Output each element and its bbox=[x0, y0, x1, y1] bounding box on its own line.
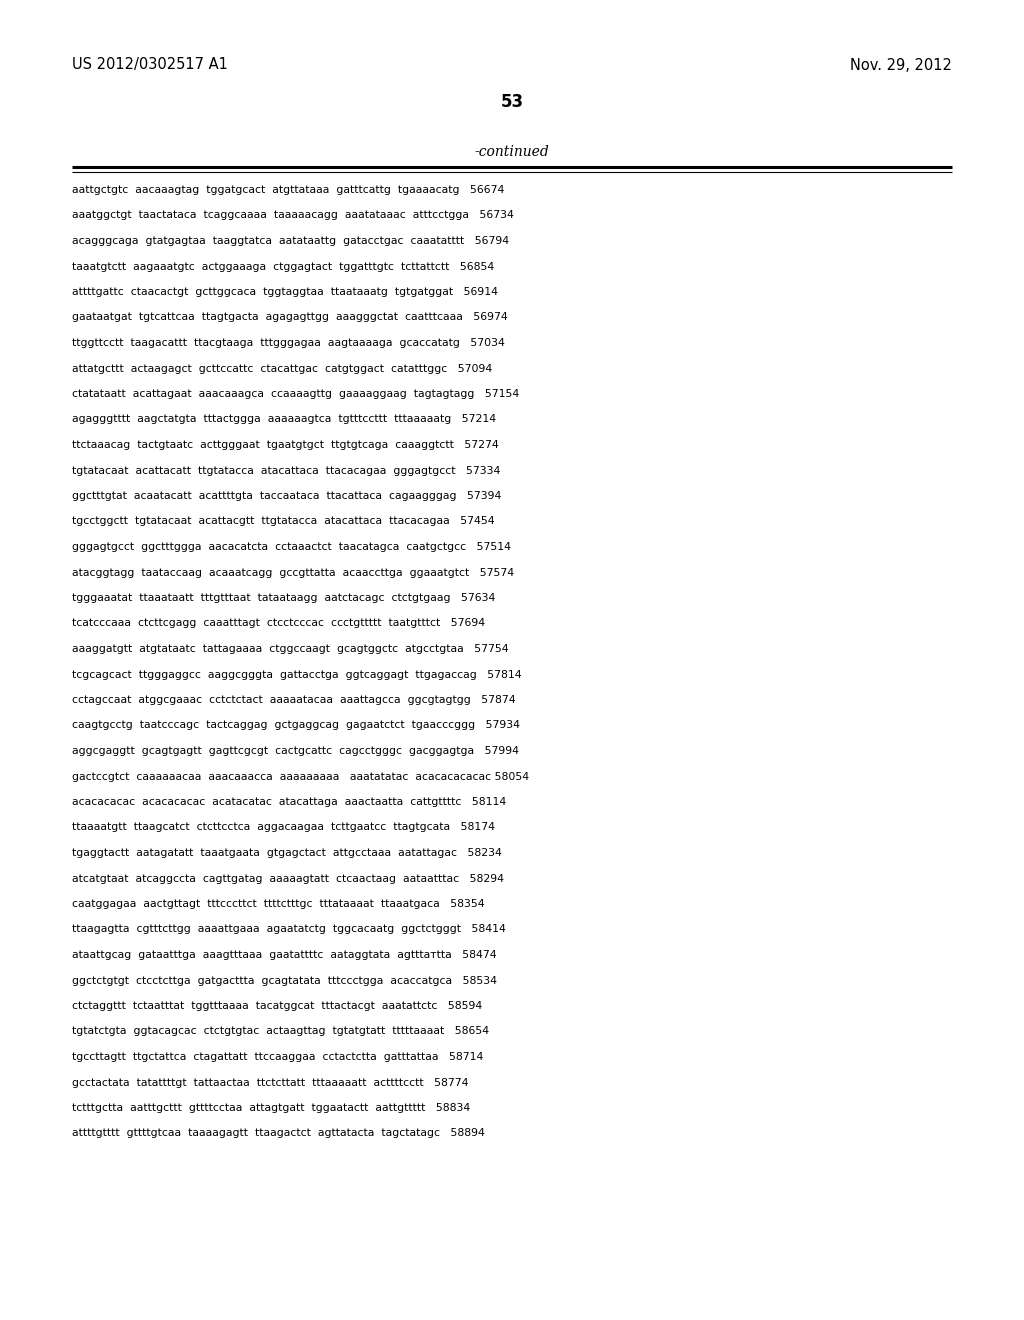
Text: gaataatgat  tgtcattcaa  ttagtgacta  agagagttgg  aaagggctat  caatttcaaa   56974: gaataatgat tgtcattcaa ttagtgacta agagagt… bbox=[72, 313, 508, 322]
Text: tgcctggctt  tgtatacaat  acattacgtt  ttgtatacca  atacattaca  ttacacagaa   57454: tgcctggctt tgtatacaat acattacgtt ttgtata… bbox=[72, 516, 495, 527]
Text: ctctaggttt  tctaatttat  tggtttaaaa  tacatggcat  tttactacgt  aaatattctc   58594: ctctaggttt tctaatttat tggtttaaaa tacatgg… bbox=[72, 1001, 482, 1011]
Text: Nov. 29, 2012: Nov. 29, 2012 bbox=[850, 58, 952, 73]
Text: ataattgcag  gataatttga  aaagtttaaa  gaatattttc  aataggtata  agtttатtta   58474: ataattgcag gataatttga aaagtttaaa gaatatt… bbox=[72, 950, 497, 960]
Text: ttctaaacag  tactgtaatc  acttgggaat  tgaatgtgct  ttgtgtcaga  caaaggtctt   57274: ttctaaacag tactgtaatc acttgggaat tgaatgt… bbox=[72, 440, 499, 450]
Text: ggctttgtat  acaatacatt  acattttgta  taccaataca  ttacattaca  cagaagggag   57394: ggctttgtat acaatacatt acattttgta taccaat… bbox=[72, 491, 502, 502]
Text: acacacacac  acacacacac  acatacatac  atacattaga  aaactaatta  cattgttttc   58114: acacacacac acacacacac acatacatac atacatt… bbox=[72, 797, 506, 807]
Text: aaatggctgt  taactataca  tcaggcaaaa  taaaaacagg  aaatataaac  atttcctgga   56734: aaatggctgt taactataca tcaggcaaaa taaaaac… bbox=[72, 210, 514, 220]
Text: aggcgaggtt  gcagtgagtt  gagttcgcgt  cactgcattc  cagcctgggc  gacggagtga   57994: aggcgaggtt gcagtgagtt gagttcgcgt cactgca… bbox=[72, 746, 519, 756]
Text: ggctctgtgt  ctcctcttga  gatgacttta  gcagtatata  tttccctgga  acaccatgca   58534: ggctctgtgt ctcctcttga gatgacttta gcagtat… bbox=[72, 975, 497, 986]
Text: gcctactata  tatattttgt  tattaactaa  ttctcttatt  tttaaaaatt  acttttcctt   58774: gcctactata tatattttgt tattaactaa ttctctt… bbox=[72, 1077, 469, 1088]
Text: attttgtttt  gttttgtcaa  taaaagagtt  ttaagactct  agttatacta  tagctatagc   58894: attttgtttt gttttgtcaa taaaagagtt ttaagac… bbox=[72, 1129, 485, 1138]
Text: acagggcaga  gtatgagtaa  taaggtatca  aatataattg  gatacctgac  caaatatttt   56794: acagggcaga gtatgagtaa taaggtatca aatataa… bbox=[72, 236, 509, 246]
Text: ctatataatt  acattagaat  aaacaaagca  ccaaaagttg  gaaaaggaag  tagtagtagg   57154: ctatataatt acattagaat aaacaaagca ccaaaag… bbox=[72, 389, 519, 399]
Text: tgtatacaat  acattacatt  ttgtatacca  atacattaca  ttacacagaa  gggagtgcct   57334: tgtatacaat acattacatt ttgtatacca atacatt… bbox=[72, 466, 501, 475]
Text: atcatgtaat  atcaggccta  cagttgatag  aaaaagtatt  ctcaactaag  aataatttac   58294: atcatgtaat atcaggccta cagttgatag aaaaagt… bbox=[72, 874, 504, 883]
Text: caatggagaa  aactgttagt  tttcccttct  ttttctttgc  tttataaaat  ttaaatgaca   58354: caatggagaa aactgttagt tttcccttct ttttctt… bbox=[72, 899, 484, 909]
Text: attatgcttt  actaagagct  gcttccattc  ctacattgac  catgtggact  catatttggc   57094: attatgcttt actaagagct gcttccattc ctacatt… bbox=[72, 363, 493, 374]
Text: agagggtttt  aagctatgta  tttactggga  aaaaaagtca  tgtttccttt  tttaaaaatg   57214: agagggtttt aagctatgta tttactggga aaaaaag… bbox=[72, 414, 496, 425]
Text: gggagtgcct  ggctttggga  aacacatcta  cctaaactct  taacatagca  caatgctgcc   57514: gggagtgcct ggctttggga aacacatcta cctaaac… bbox=[72, 543, 511, 552]
Text: ttaagagtta  cgtttcttgg  aaaattgaaa  agaatatctg  tggcacaatg  ggctctgggt   58414: ttaagagtta cgtttcttgg aaaattgaaa agaatat… bbox=[72, 924, 506, 935]
Text: tcgcagcact  ttgggaggcc  aaggcgggta  gattacctga  ggtcaggagt  ttgagaccag   57814: tcgcagcact ttgggaggcc aaggcgggta gattacc… bbox=[72, 669, 521, 680]
Text: aattgctgtc  aacaaagtag  tggatgcact  atgttataaa  gatttcattg  tgaaaacatg   56674: aattgctgtc aacaaagtag tggatgcact atgttat… bbox=[72, 185, 505, 195]
Text: attttgattc  ctaacactgt  gcttggcaca  tggtaggtaa  ttaataaatg  tgtgatggat   56914: attttgattc ctaacactgt gcttggcaca tggtagg… bbox=[72, 286, 498, 297]
Text: ttaaaatgtt  ttaagcatct  ctcttcctca  aggacaagaa  tcttgaatcc  ttagtgcata   58174: ttaaaatgtt ttaagcatct ctcttcctca aggacaa… bbox=[72, 822, 495, 833]
Text: aaaggatgtt  atgtataatc  tattagaaaa  ctggccaagt  gcagtggctc  atgcctgtaa   57754: aaaggatgtt atgtataatc tattagaaaa ctggcca… bbox=[72, 644, 509, 653]
Text: tgtatctgta  ggtacagcac  ctctgtgtac  actaagttag  tgtatgtatt  tttttaaaat   58654: tgtatctgta ggtacagcac ctctgtgtac actaagt… bbox=[72, 1027, 489, 1036]
Text: US 2012/0302517 A1: US 2012/0302517 A1 bbox=[72, 58, 228, 73]
Text: ttggttcctt  taagacattt  ttacgtaaga  tttgggagaa  aagtaaaaga  gcaccatatg   57034: ttggttcctt taagacattt ttacgtaaga tttggga… bbox=[72, 338, 505, 348]
Text: tctttgctta  aatttgcttt  gttttcctaa  attagtgatt  tggaatactt  aattgttttt   58834: tctttgctta aatttgcttt gttttcctaa attagtg… bbox=[72, 1104, 470, 1113]
Text: taaatgtctt  aagaaatgtc  actggaaaga  ctggagtact  tggatttgtc  tcttattctt   56854: taaatgtctt aagaaatgtc actggaaaga ctggagt… bbox=[72, 261, 495, 272]
Text: atacggtagg  taataccaag  acaaatcagg  gccgttatta  acaaccttga  ggaaatgtct   57574: atacggtagg taataccaag acaaatcagg gccgtta… bbox=[72, 568, 514, 578]
Text: cctagccaat  atggcgaaac  cctctctact  aaaaatacaa  aaattagcca  ggcgtagtgg   57874: cctagccaat atggcgaaac cctctctact aaaaata… bbox=[72, 696, 516, 705]
Text: 53: 53 bbox=[501, 92, 523, 111]
Text: caagtgcctg  taatcccagc  tactcaggag  gctgaggcag  gagaatctct  tgaacccggg   57934: caagtgcctg taatcccagc tactcaggag gctgagg… bbox=[72, 721, 520, 730]
Text: -continued: -continued bbox=[475, 145, 549, 158]
Text: tcatcccaaa  ctcttcgagg  caaatttagt  ctcctcccac  ccctgttttt  taatgtttct   57694: tcatcccaaa ctcttcgagg caaatttagt ctcctcc… bbox=[72, 619, 485, 628]
Text: tgaggtactt  aatagatatt  taaatgaata  gtgagctact  attgcctaaa  aatattagac   58234: tgaggtactt aatagatatt taaatgaata gtgagct… bbox=[72, 847, 502, 858]
Text: tgggaaatat  ttaaataatt  tttgtttaat  tataataagg  aatctacagc  ctctgtgaag   57634: tgggaaatat ttaaataatt tttgtttaat tataata… bbox=[72, 593, 496, 603]
Text: tgccttagtt  ttgctattca  ctagattatt  ttccaaggaa  cctactctta  gatttattaa   58714: tgccttagtt ttgctattca ctagattatt ttccaag… bbox=[72, 1052, 483, 1063]
Text: gactccgtct  caaaaaacaa  aaacaaacca  aaaaaaaaa   aaatatatac  acacacacacac 58054: gactccgtct caaaaaacaa aaacaaacca aaaaaaa… bbox=[72, 771, 529, 781]
